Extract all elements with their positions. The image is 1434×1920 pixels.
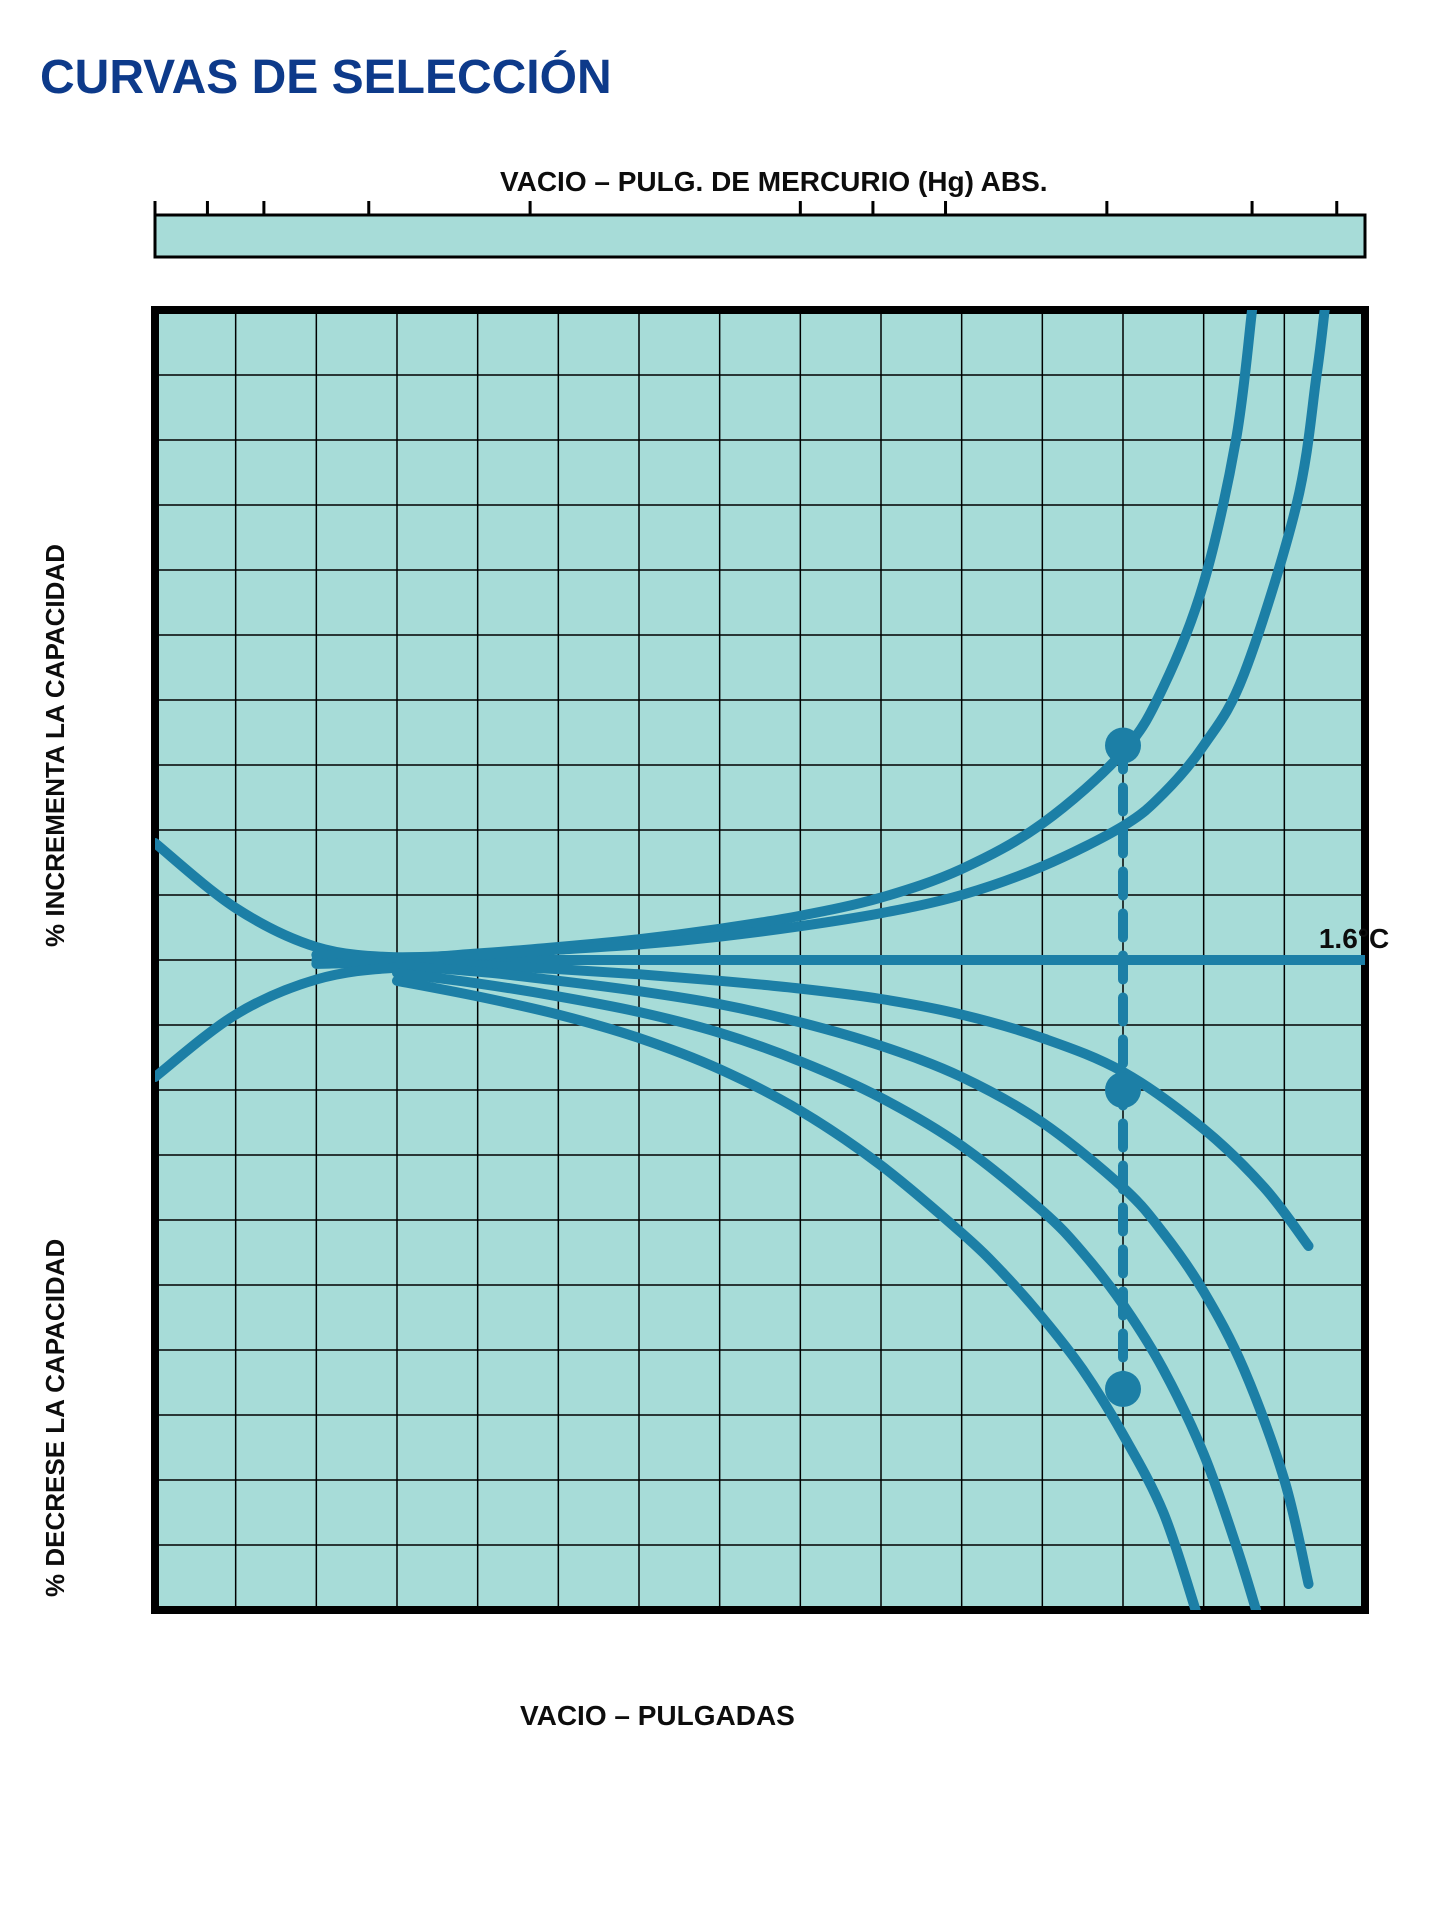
page-root: CURVAS DE SELECCIÓN VACIO – PULG. DE MER… [0, 0, 1434, 1920]
chart-svg [0, 0, 1434, 1920]
chart-marker [1105, 1371, 1141, 1407]
chart-marker [1105, 1072, 1141, 1108]
reference-label: 1.6°C [1319, 923, 1389, 955]
chart-marker [1105, 728, 1141, 764]
